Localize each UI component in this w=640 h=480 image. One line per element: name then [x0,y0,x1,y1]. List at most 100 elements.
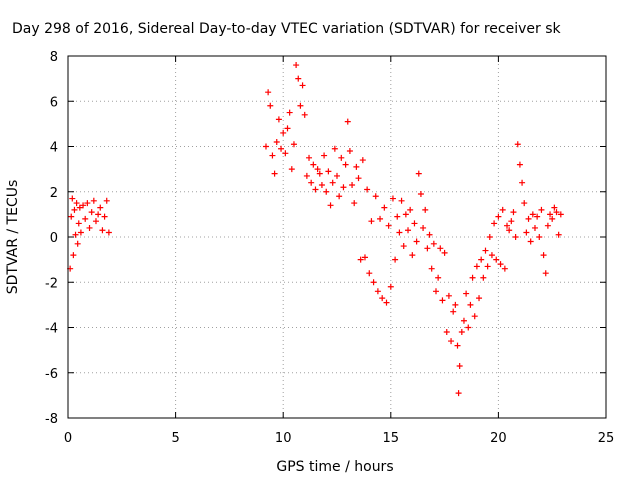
data-point [269,152,276,159]
data-point [344,118,351,125]
data-point [105,229,112,236]
data-point [349,181,356,188]
data-point [501,265,508,272]
data-point [553,209,560,216]
data-point [455,390,462,397]
data-point [411,220,418,227]
data-point [318,181,325,188]
data-point [400,243,407,250]
data-point [551,204,558,211]
data-point [426,231,433,238]
data-point [547,211,554,218]
data-point [70,252,77,259]
data-point [405,227,412,234]
chart-title: Day 298 of 2016, Sidereal Day-to-day VTE… [12,21,562,37]
data-point [314,166,321,173]
data-point [372,193,379,200]
data-point [275,116,282,123]
data-point [366,270,373,277]
data-point [531,224,538,231]
data-point [471,313,478,320]
data-point [519,179,526,186]
x-tick-label: 0 [64,431,72,446]
data-point [450,308,457,315]
data-point [549,215,556,222]
y-tick-label: 2 [50,186,58,201]
data-point [385,222,392,229]
data-point [428,265,435,272]
data-point [508,218,515,225]
data-point [512,234,519,240]
data-point [557,211,564,218]
data-point [495,213,502,220]
data-point [293,62,300,69]
data-point [420,224,427,231]
data-point [299,82,306,89]
data-point [456,362,463,369]
data-point [458,329,465,336]
y-tick-label: 6 [50,95,58,110]
data-point [357,256,364,263]
data-point [267,102,274,109]
y-tick-label: -4 [45,322,58,337]
data-point [90,197,97,204]
data-point [97,204,104,211]
data-point [69,195,76,202]
data-point [77,229,84,236]
data-point [297,102,304,109]
data-point [491,220,498,227]
data-point [538,206,545,213]
data-point [72,231,79,238]
data-point [536,234,543,240]
data-point [555,231,562,238]
x-tick-label: 20 [490,431,507,446]
data-point [271,170,278,177]
data-point [361,254,368,261]
data-point [465,324,472,331]
data-point [99,227,106,234]
data-point [95,211,102,218]
data-point [510,209,517,216]
data-point [377,215,384,222]
data-point [329,179,336,186]
data-point [88,209,95,216]
data-point [415,170,422,177]
data-point [82,215,89,222]
data-point [514,141,521,148]
data-point [331,145,338,152]
plot-frame [67,55,607,419]
y-tick-label: 8 [50,50,58,65]
data-point [437,245,444,252]
data-point [413,238,420,245]
data-points [67,62,564,397]
y-tick-label: 4 [50,141,58,156]
data-point [389,195,396,202]
data-point [368,218,375,225]
data-point [316,170,323,177]
data-point [435,274,442,281]
x-tick-label: 25 [598,431,615,446]
data-point [340,184,347,191]
data-point [310,161,317,168]
data-point [282,150,289,157]
data-point [308,179,315,186]
data-point [497,261,504,268]
data-point [484,263,491,270]
data-point [370,279,377,286]
data-point [346,148,353,155]
data-point [103,197,110,204]
data-point [417,191,424,198]
data-point [396,229,403,236]
data-point [488,252,495,259]
data-point [381,204,388,211]
data-point [351,200,358,207]
data-point [284,125,291,132]
data-point [68,213,75,220]
data-point [290,141,297,148]
data-point [265,89,272,96]
data-point [301,111,308,118]
x-tick-label: 5 [171,431,179,446]
data-point [544,222,551,229]
x-axis-label: GPS time / hours [276,459,393,475]
y-tick-label: -8 [45,412,58,427]
